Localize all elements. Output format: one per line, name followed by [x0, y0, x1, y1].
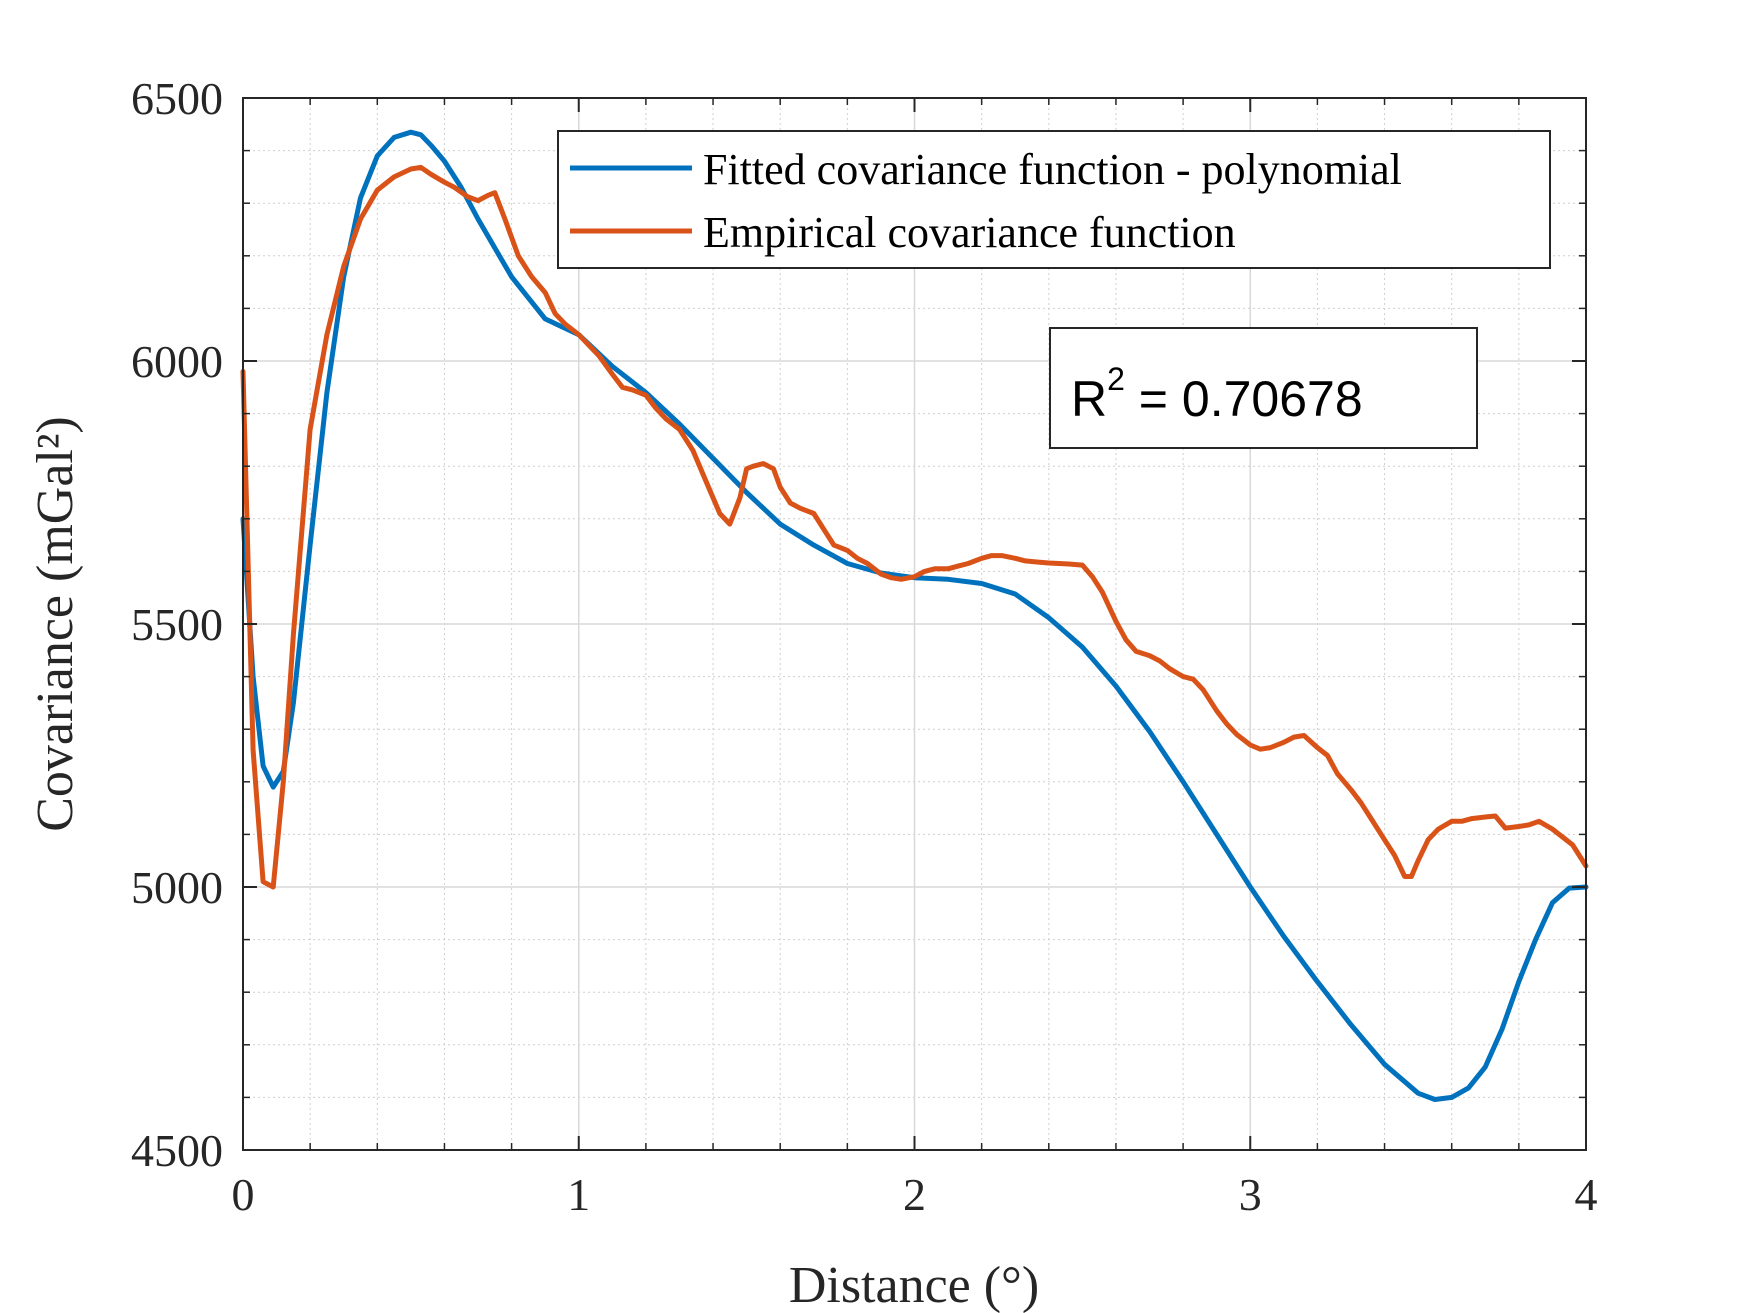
x-tick-label: 2	[903, 1169, 926, 1220]
x-tick-label: 1	[567, 1169, 590, 1220]
legend-label-empirical: Empirical covariance function	[703, 208, 1236, 257]
y-tick-label: 6000	[131, 336, 223, 387]
x-tick-label: 4	[1575, 1169, 1598, 1220]
x-tick-label: 0	[232, 1169, 255, 1220]
fitted-covariance-line	[240, 129, 1589, 1102]
legend-label-fitted: Fitted covariance function - polynomial	[703, 145, 1402, 194]
y-tick-labels: 4500 5000 5500 6000 6500	[131, 73, 223, 1176]
y-axis-label: Covariance (mGal²)	[27, 416, 84, 832]
y-tick-label: 4500	[131, 1125, 223, 1176]
y-tick-label: 5000	[131, 862, 223, 913]
annotation-box	[1049, 327, 1478, 449]
annotation-text: R2 = 0.70678	[1071, 361, 1363, 427]
x-axis-label: Distance (°)	[789, 1257, 1039, 1313]
r-squared-annotation: R2 = 0.70678	[1049, 327, 1478, 449]
x-tick-label: 3	[1239, 1169, 1262, 1220]
y-tick-label: 5500	[131, 599, 223, 650]
legend-box	[557, 130, 1551, 269]
x-tick-labels: 0 1 2 3 4	[232, 1169, 1598, 1220]
y-tick-label: 6500	[131, 73, 223, 124]
legend: Fitted covariance function - polynomial …	[557, 130, 1551, 269]
empirical-covariance-line	[240, 164, 1589, 890]
axis-ticks	[242, 97, 1587, 1151]
series-layer	[240, 129, 1589, 1102]
